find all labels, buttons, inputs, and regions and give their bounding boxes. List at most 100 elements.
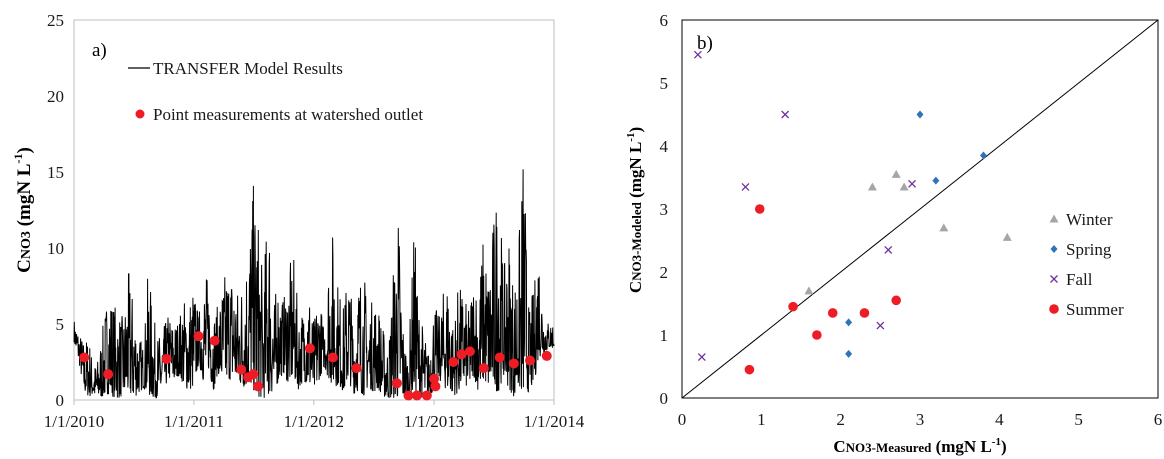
chart-b: 0 1 2 3 4 5 6 0 1 2 3 4 5 6 b) Winter Spring Fall Summe… [625, 11, 1162, 456]
spring-point [845, 349, 853, 358]
fall-point [876, 321, 885, 330]
x-tick-label: 1/1/2010 [44, 412, 104, 431]
fall-point [697, 353, 706, 362]
summer-point [859, 308, 870, 318]
fall-point [884, 245, 893, 254]
measurement-point [525, 355, 536, 366]
one-to-one-line [681, 19, 1159, 399]
measurement-point [494, 352, 505, 363]
winter-point [939, 223, 949, 232]
measurement-point [508, 358, 519, 369]
y-tick-label: 2 [660, 263, 669, 282]
spring-point [845, 318, 853, 327]
y-tick-label: 5 [660, 74, 669, 93]
winter-point [891, 169, 901, 178]
measurement-point [304, 343, 315, 354]
summer-point [788, 301, 798, 312]
legend-winter-label: Winter [1066, 210, 1113, 229]
measurement-point [248, 369, 259, 380]
chart-b-legend: Winter Spring Fall Summer [1049, 210, 1124, 319]
chart-b-x-ticks: 0 1 2 3 4 5 6 [678, 410, 1163, 429]
x-tick-label: 1/1/2013 [404, 412, 464, 431]
fall-point [741, 182, 750, 191]
y-tick-label: 10 [47, 239, 64, 258]
measurement-point [79, 352, 90, 363]
x-tick-label: 3 [916, 410, 925, 429]
chart-b-plot-frame [681, 19, 1159, 399]
chart-a-x-ticks: 1/1/2010 1/1/2011 1/1/2012 1/1/2013 1/1/2014 [44, 400, 585, 431]
x-tick-label: 1/1/2014 [524, 412, 585, 431]
x-tick-label: 6 [1154, 410, 1163, 429]
legend-summer-marker [1049, 304, 1059, 314]
y-tick-label: 0 [56, 391, 65, 410]
measurement-point [541, 350, 552, 361]
y-tick-label: 4 [660, 137, 669, 156]
measurement-point [161, 353, 172, 364]
legend-summer-label: Summer [1066, 300, 1124, 319]
measurement-point [193, 331, 204, 342]
measurement-point [430, 381, 441, 392]
y-tick-label: 3 [660, 200, 669, 219]
measurement-point [209, 335, 220, 346]
winter-point [804, 286, 814, 295]
summer-point [827, 308, 838, 318]
spring-point [916, 110, 924, 119]
measurement-point [456, 349, 467, 360]
measurement-point [103, 369, 114, 380]
measurement-point [421, 390, 432, 401]
measurement-point [327, 352, 338, 363]
legend-winter-marker [1049, 214, 1059, 223]
x-tick-label: 1/1/2011 [164, 412, 224, 431]
legend-line-label: TRANSFER Model Results [153, 59, 343, 78]
legend-fall-marker [1050, 275, 1058, 283]
measurement-point [448, 357, 459, 367]
x-tick-label: 0 [678, 410, 687, 429]
measurement-point [351, 363, 362, 374]
x-tick-label: 2 [836, 410, 845, 429]
measurement-point [429, 373, 440, 384]
measurement-point [464, 346, 475, 357]
y-tick-label: 15 [47, 163, 64, 182]
measurement-point [236, 364, 247, 375]
measurement-point [411, 390, 422, 401]
summer-point [754, 204, 765, 214]
fall-point [781, 110, 790, 119]
legend-point-swatch [135, 109, 145, 119]
measurement-point [478, 363, 489, 374]
fall-point [908, 179, 917, 188]
y-tick-label: 6 [660, 11, 669, 30]
summer-point [812, 330, 822, 340]
y-tick-label: 20 [47, 87, 64, 106]
chart-b-y-ticks: 0 1 2 3 4 5 6 [660, 11, 669, 408]
summer-point [744, 364, 755, 375]
chart-b-panel-label: b) [697, 33, 713, 54]
chart-b-x-axis-label: CNO3-Measured (mgN L-1) [833, 436, 1006, 456]
fall-point [693, 50, 702, 59]
chart-a-y-axis-label: CNO3 (mgN L-1) [11, 147, 35, 273]
y-tick-label: 5 [56, 315, 65, 334]
chart-b-points [693, 50, 1012, 375]
winter-point [1002, 232, 1012, 241]
spring-point [979, 151, 987, 160]
legend-spring-label: Spring [1066, 240, 1112, 259]
measurement-point [403, 390, 414, 401]
winter-point [867, 182, 877, 191]
chart-a-panel-label: a) [92, 40, 107, 61]
y-tick-label: 1 [660, 326, 669, 345]
chart-b-y-axis-label: CNO3-Modeled (mgN L-1) [625, 127, 645, 293]
x-tick-label: 1/1/2012 [284, 412, 344, 431]
y-tick-label: 0 [660, 389, 669, 408]
legend-spring-marker [1050, 245, 1058, 253]
chart-a-legend: TRANSFER Model Results Point measurement… [128, 59, 423, 124]
spring-point [932, 176, 940, 185]
chart-a-y-ticks: 0 5 10 15 20 25 [47, 11, 64, 410]
legend-point-label: Point measurements at watershed outlet [153, 105, 423, 124]
x-tick-label: 5 [1074, 410, 1083, 429]
winter-point [899, 182, 909, 191]
chart-a-points [79, 331, 552, 401]
y-tick-label: 25 [47, 11, 64, 30]
measurement-point [252, 381, 263, 392]
x-tick-label: 1 [757, 410, 766, 429]
